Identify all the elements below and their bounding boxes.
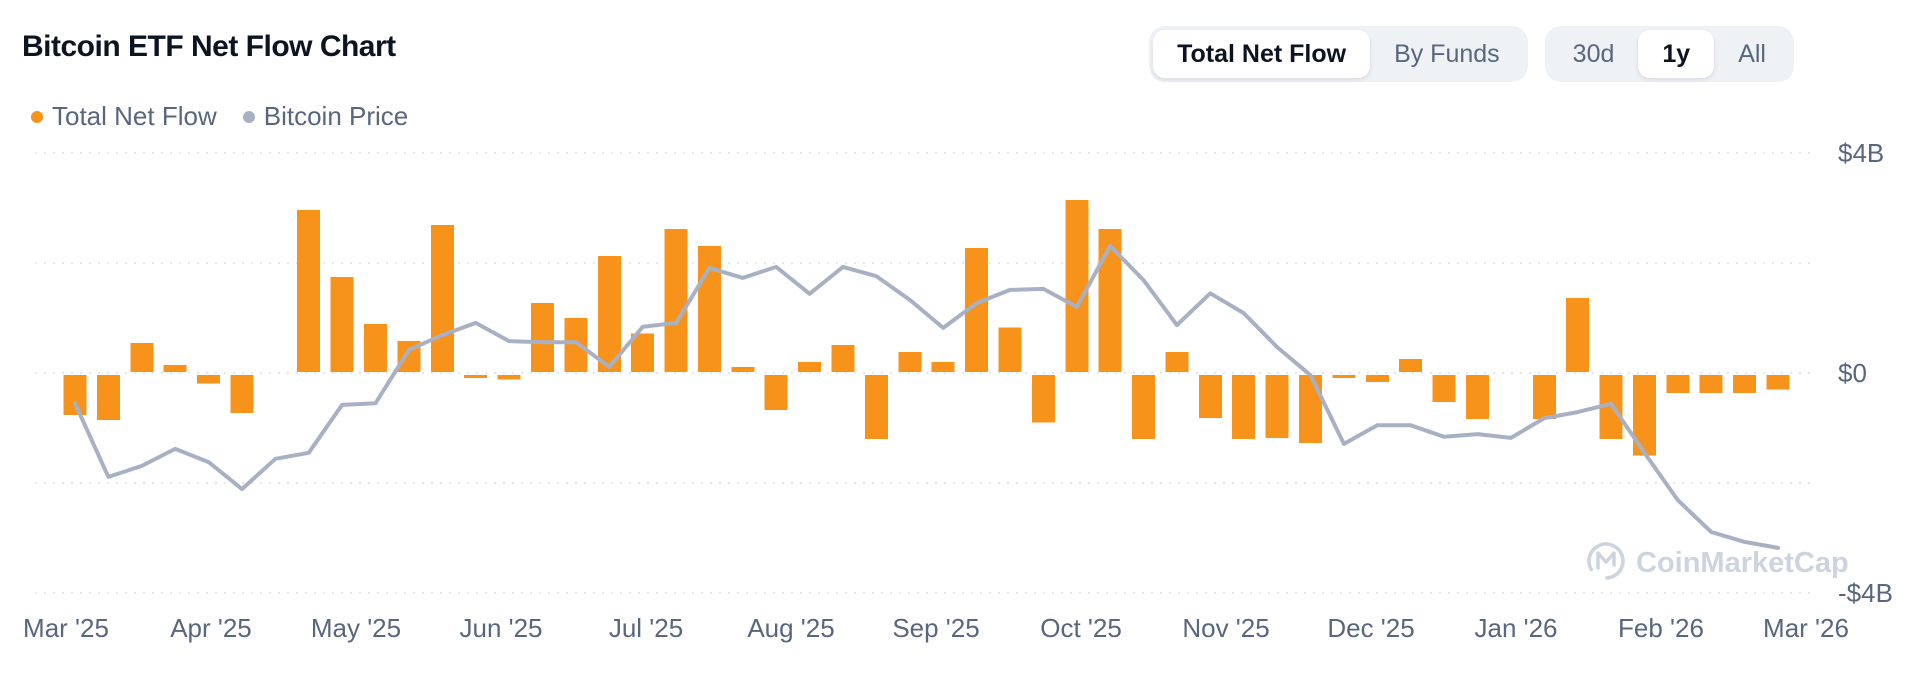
- net-flow-bar[interactable]: [464, 375, 488, 378]
- net-flow-bar[interactable]: [965, 248, 989, 372]
- legend-item-net-flow[interactable]: Total Net Flow: [31, 101, 217, 132]
- x-axis-label: Nov '25: [1182, 613, 1269, 643]
- net-flow-bar[interactable]: [163, 365, 187, 372]
- net-flow-bar[interactable]: [998, 327, 1022, 372]
- y-axis-label: -$4B: [1838, 578, 1893, 608]
- net-flow-bar[interactable]: [130, 343, 154, 372]
- x-axis-label: Oct '25: [1040, 613, 1122, 643]
- net-flow-bar[interactable]: [898, 352, 922, 372]
- net-flow-bar[interactable]: [96, 375, 120, 420]
- x-axis-label: Dec '25: [1327, 613, 1414, 643]
- y-axis-label: $0: [1838, 358, 1867, 388]
- net-flow-bar[interactable]: [664, 228, 688, 372]
- range-toggle: 30d 1y All: [1544, 26, 1794, 82]
- net-flow-bar[interactable]: [364, 323, 388, 372]
- x-axis-label: Jul '25: [609, 613, 683, 643]
- net-flow-bar[interactable]: [530, 303, 554, 372]
- coinmarketcap-watermark: CoinMarketCap: [1587, 542, 1849, 580]
- coinmarketcap-logo-m: [1596, 551, 1616, 570]
- net-flow-bar[interactable]: [1632, 375, 1656, 456]
- net-flow-bar[interactable]: [697, 245, 721, 372]
- x-axis-label: Mar '25: [23, 613, 109, 643]
- net-flow-bar[interactable]: [731, 366, 755, 372]
- net-flow-bar[interactable]: [1031, 375, 1055, 423]
- range-all[interactable]: All: [1714, 30, 1790, 78]
- net-flow-bar[interactable]: [1566, 298, 1590, 372]
- x-axis-label: Feb '26: [1618, 613, 1704, 643]
- net-flow-bar[interactable]: [831, 344, 855, 372]
- bitcoin-price-dot-icon: [242, 110, 255, 123]
- net-flow-bar[interactable]: [63, 375, 87, 415]
- net-flow-bar[interactable]: [497, 375, 521, 380]
- coinmarketcap-logo-icon: [1587, 542, 1625, 580]
- net-flow-bar[interactable]: [1399, 359, 1423, 372]
- legend-label-bitcoin-price: Bitcoin Price: [263, 101, 409, 131]
- net-flow-bar[interactable]: [564, 317, 588, 372]
- legend-item-bitcoin-price[interactable]: Bitcoin Price: [242, 101, 409, 132]
- net-flow-bar[interactable]: [1465, 375, 1489, 420]
- net-flow-bar[interactable]: [1232, 375, 1256, 439]
- legend-label-net-flow: Total Net Flow: [52, 101, 217, 131]
- bitcoin-price-line: [73, 243, 1780, 550]
- net-flow-bar[interactable]: [197, 375, 221, 384]
- toggle-by-funds[interactable]: By Funds: [1370, 30, 1524, 78]
- net-flow-bar[interactable]: [931, 361, 955, 372]
- net-flow-dot-icon: [31, 110, 43, 123]
- net-flow-bar[interactable]: [597, 255, 621, 372]
- net-flow-bar[interactable]: [330, 277, 354, 372]
- net-flow-bar[interactable]: [1432, 375, 1456, 403]
- x-axis-label: Jun '25: [459, 613, 542, 643]
- net-flow-bar[interactable]: [798, 361, 822, 372]
- x-axis-label: Mar '26: [1763, 613, 1849, 643]
- x-axis-label: Aug '25: [747, 613, 834, 643]
- net-flow-bar[interactable]: [230, 375, 254, 414]
- net-flow-bar[interactable]: [1065, 200, 1089, 372]
- net-flow-bar[interactable]: [764, 375, 788, 410]
- range-30d[interactable]: 30d: [1549, 30, 1639, 78]
- net-flow-bar[interactable]: [1666, 375, 1690, 393]
- net-flow-bar[interactable]: [1699, 375, 1723, 393]
- net-flow-bar[interactable]: [1299, 375, 1323, 443]
- net-flow-bar[interactable]: [430, 224, 454, 372]
- net-flow-bar[interactable]: [1332, 375, 1356, 378]
- toggle-total-net-flow[interactable]: Total Net Flow: [1153, 30, 1371, 78]
- net-flow-bar[interactable]: [297, 210, 321, 372]
- watermark-text: CoinMarketCap: [1636, 547, 1849, 579]
- net-flow-bar[interactable]: [1098, 228, 1122, 372]
- net-flow-bar[interactable]: [1365, 375, 1389, 382]
- x-axis-label: Sep '25: [892, 613, 979, 643]
- net-flow-bar[interactable]: [1532, 375, 1556, 420]
- view-toggle: Total Net Flow By Funds: [1149, 26, 1528, 82]
- x-axis-label: Jan '26: [1474, 613, 1557, 643]
- net-flow-bar[interactable]: [1766, 375, 1790, 390]
- net-flow-bar[interactable]: [1733, 375, 1757, 393]
- x-axis-label: May '25: [311, 613, 401, 643]
- page-title: Bitcoin ETF Net Flow Chart: [22, 30, 396, 63]
- net-flow-bar[interactable]: [1132, 375, 1156, 439]
- y-axis-label: $4B: [1838, 138, 1884, 168]
- x-axis-label: Apr '25: [170, 613, 252, 643]
- net-flow-bar[interactable]: [864, 375, 888, 439]
- net-flow-bar[interactable]: [1198, 375, 1222, 419]
- net-flow-bar[interactable]: [1265, 375, 1289, 438]
- range-1y[interactable]: 1y: [1638, 30, 1715, 78]
- chart-controls: Total Net Flow By Funds 30d 1y All: [1149, 26, 1794, 82]
- net-flow-bar[interactable]: [1165, 352, 1189, 372]
- chart-legend: Total Net Flow Bitcoin Price: [31, 101, 408, 132]
- net-flow-bar[interactable]: [631, 333, 655, 372]
